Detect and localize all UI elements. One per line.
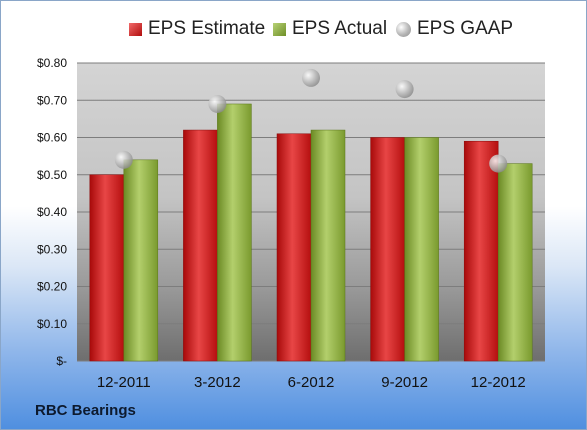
bar-eps-estimate bbox=[276, 133, 312, 362]
company-name: RBC Bearings bbox=[35, 402, 136, 419]
x-tick-label: 3-2012 bbox=[194, 374, 241, 391]
legend-item-eps-actual: EPS Actual bbox=[273, 15, 387, 43]
legend-item-eps-gaap: EPS GAAP bbox=[396, 15, 513, 43]
legend-label-estimate: EPS Estimate bbox=[148, 18, 266, 39]
point-eps-gaap bbox=[395, 80, 414, 99]
y-axis-ticks: $- $0.10 $0.20 $0.30 $0.40 $0.50 $0.60 $0.70 $0.… bbox=[37, 56, 67, 368]
y-tick-label: $0.20 bbox=[37, 280, 67, 294]
x-axis-ticks: 12-2011 3-2012 6-2012 9-2012 12-2012 bbox=[97, 374, 526, 391]
y-tick-label: $- bbox=[56, 354, 67, 368]
y-tick-label: $0.40 bbox=[37, 205, 67, 219]
gaap-points bbox=[114, 68, 508, 173]
bar-eps-actual bbox=[217, 103, 252, 362]
bars bbox=[89, 103, 533, 362]
legend-item-eps-estimate: EPS Estimate bbox=[129, 15, 265, 43]
y-tick-label: $0.30 bbox=[37, 242, 67, 256]
legend-swatch-actual bbox=[273, 22, 286, 36]
bar-eps-estimate bbox=[183, 129, 218, 362]
point-eps-gaap bbox=[302, 68, 320, 87]
bar-eps-actual bbox=[123, 159, 159, 362]
legend-swatch-estimate bbox=[129, 22, 142, 36]
x-tick-label: 9-2012 bbox=[381, 374, 428, 391]
eps-chart: $- $0.10 $0.20 $0.30 $0.40 $0.50 $0.60 $0.70 $0.… bbox=[37, 56, 545, 391]
bar-eps-estimate bbox=[463, 140, 499, 362]
legend-label-gaap: EPS GAAP bbox=[417, 18, 514, 39]
bar-eps-estimate bbox=[370, 137, 405, 362]
chart-legend: EPS Estimate EPS Actual EPS GAAP bbox=[1, 15, 586, 43]
legend-label-actual: EPS Actual bbox=[292, 18, 388, 39]
y-tick-label: $0.50 bbox=[37, 168, 67, 182]
y-tick-label: $0.10 bbox=[37, 317, 67, 331]
y-tick-label: $0.80 bbox=[37, 56, 67, 70]
point-eps-gaap bbox=[489, 154, 508, 173]
bar-eps-estimate bbox=[89, 174, 125, 362]
x-tick-label: 6-2012 bbox=[288, 374, 335, 391]
legend-swatch-gaap bbox=[396, 21, 411, 37]
x-tick-label: 12-2011 bbox=[97, 374, 151, 391]
bar-eps-actual bbox=[404, 137, 439, 362]
point-eps-gaap bbox=[208, 94, 227, 113]
bar-eps-actual bbox=[310, 129, 346, 362]
bar-eps-actual bbox=[497, 163, 533, 362]
y-tick-label: $0.60 bbox=[37, 131, 67, 145]
y-tick-label: $0.70 bbox=[37, 93, 67, 107]
x-tick-label: 12-2012 bbox=[471, 374, 526, 391]
point-eps-gaap bbox=[114, 150, 133, 169]
